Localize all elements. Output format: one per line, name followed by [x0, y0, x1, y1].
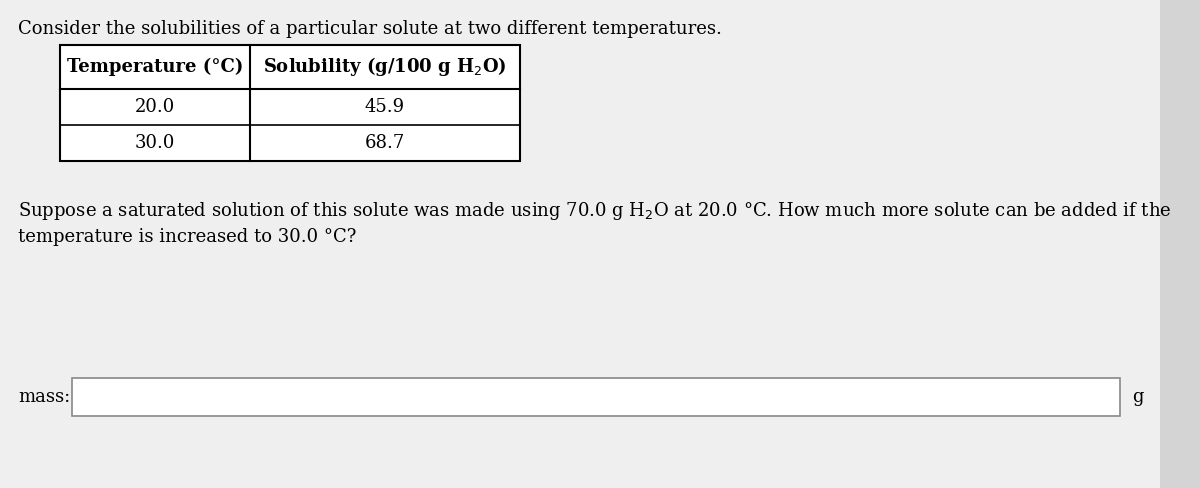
Bar — [72, 378, 1120, 416]
Text: Temperature (°C): Temperature (°C) — [67, 58, 244, 76]
Text: mass:: mass: — [18, 388, 71, 406]
Text: temperature is increased to 30.0 °C?: temperature is increased to 30.0 °C? — [18, 228, 356, 246]
Bar — [60, 45, 520, 161]
Text: 45.9: 45.9 — [365, 98, 406, 116]
Text: Suppose a saturated solution of this solute was made using 70.0 g H$_2$O at 20.0: Suppose a saturated solution of this sol… — [18, 200, 1171, 222]
Text: g: g — [1132, 388, 1144, 406]
Text: 30.0: 30.0 — [134, 134, 175, 152]
Text: 20.0: 20.0 — [134, 98, 175, 116]
Text: 68.7: 68.7 — [365, 134, 406, 152]
Text: Solubility (g/100 g H$_2$O): Solubility (g/100 g H$_2$O) — [263, 56, 506, 79]
Text: Consider the solubilities of a particular solute at two different temperatures.: Consider the solubilities of a particula… — [18, 20, 722, 38]
Bar — [1160, 0, 1200, 488]
